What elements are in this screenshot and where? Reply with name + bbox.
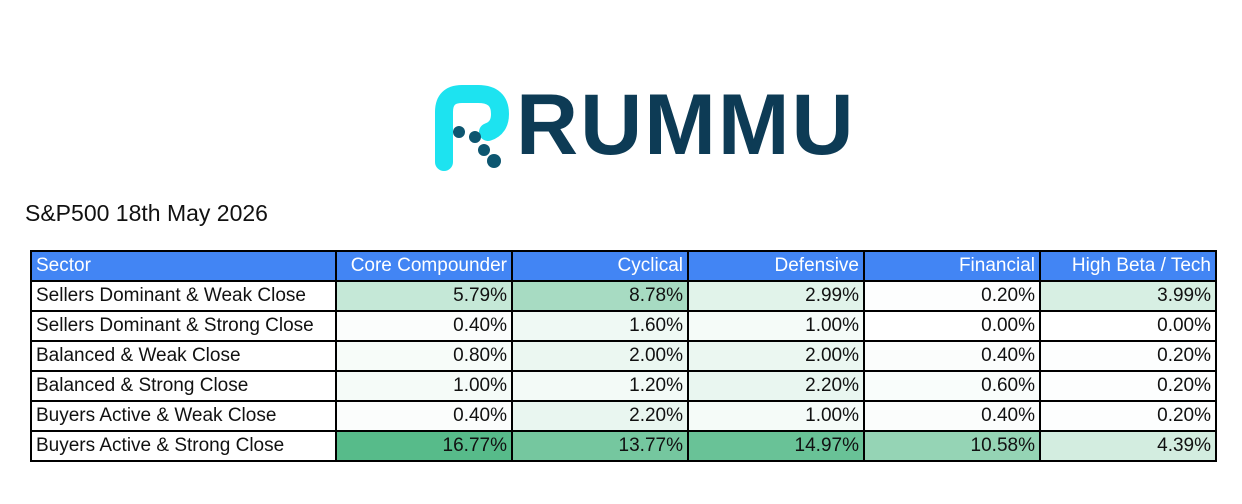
value-cell: 0.20% — [1039, 370, 1217, 402]
value-cell: 4.39% — [1039, 430, 1217, 462]
table-row: Balanced & Strong Close 1.00% 1.20% 2.20% 0.… — [30, 370, 1217, 402]
table-row: Balanced & Weak Close 0.80% 2.00% 2.00% 0.40… — [30, 340, 1217, 372]
logo-dot — [487, 154, 501, 168]
header-cell: Financial — [863, 250, 1041, 282]
title: S&P500 18th May 2026 — [25, 200, 268, 226]
value-cell: 0.00% — [1039, 310, 1217, 342]
value-cell: 1.20% — [511, 370, 689, 402]
logo-dot — [453, 126, 465, 138]
logo-dot — [469, 131, 481, 143]
logo-arc — [435, 85, 510, 171]
sector-cell: Buyers Active & Weak Close — [30, 400, 337, 432]
header-cell: Core Compounder — [335, 250, 513, 282]
value-cell: 2.20% — [687, 370, 865, 402]
value-cell: 1.00% — [687, 310, 865, 342]
value-cell: 10.58% — [863, 430, 1041, 462]
value-cell: 2.99% — [687, 280, 865, 312]
value-cell: 0.40% — [335, 400, 513, 432]
sector-cell: Balanced & Weak Close — [30, 340, 337, 372]
logo-dot — [478, 144, 490, 156]
heatmap-table: Sector Core Compounder Cyclical Defensive Fi… — [30, 250, 1217, 462]
value-cell: 2.20% — [511, 400, 689, 432]
header-cell: Defensive — [687, 250, 865, 282]
sector-cell: Sellers Dominant & Strong Close — [30, 310, 337, 342]
sector-cell: Buyers Active & Strong Close — [30, 430, 337, 462]
table-row: Sellers Dominant & Strong Close 0.40% 1.60… — [30, 310, 1217, 342]
value-cell: 0.40% — [863, 340, 1041, 372]
sector-cell: Balanced & Strong Close — [30, 370, 337, 402]
value-cell: 1.00% — [335, 370, 513, 402]
value-cell: 0.00% — [863, 310, 1041, 342]
header-cell: Cyclical — [511, 250, 689, 282]
value-cell: 13.77% — [511, 430, 689, 462]
value-cell: 2.00% — [687, 340, 865, 372]
table-row: Sellers Dominant & Weak Close 5.79% 8.78% 2… — [30, 280, 1217, 312]
value-cell: 0.40% — [335, 310, 513, 342]
value-cell: 1.00% — [687, 400, 865, 432]
value-cell: 1.60% — [511, 310, 689, 342]
value-cell: 16.77% — [335, 430, 513, 462]
value-cell: 0.20% — [1039, 400, 1217, 432]
header-cell: Sector — [30, 250, 337, 282]
header-cell: High Beta / Tech — [1039, 250, 1217, 282]
value-cell: 0.40% — [863, 400, 1041, 432]
value-cell: 8.78% — [511, 280, 689, 312]
value-cell: 0.20% — [863, 280, 1041, 312]
value-cell: 0.20% — [1039, 340, 1217, 372]
header-row: Sector Core Compounder Cyclical Defensive Fi… — [30, 250, 1217, 282]
logo-text: RUMMU — [516, 77, 856, 173]
table-row: Buyers Active & Strong Close 16.77% 13.77%… — [30, 430, 1217, 462]
value-cell: 5.79% — [335, 280, 513, 312]
table-row: Buyers Active & Weak Close 0.40% 2.20% 1.00… — [30, 400, 1217, 432]
sector-cell: Sellers Dominant & Weak Close — [30, 280, 337, 312]
value-cell: 14.97% — [687, 430, 865, 462]
value-cell: 0.60% — [863, 370, 1041, 402]
logo-icon — [435, 85, 510, 171]
value-cell: 2.00% — [511, 340, 689, 372]
value-cell: 0.80% — [335, 340, 513, 372]
value-cell: 3.99% — [1039, 280, 1217, 312]
